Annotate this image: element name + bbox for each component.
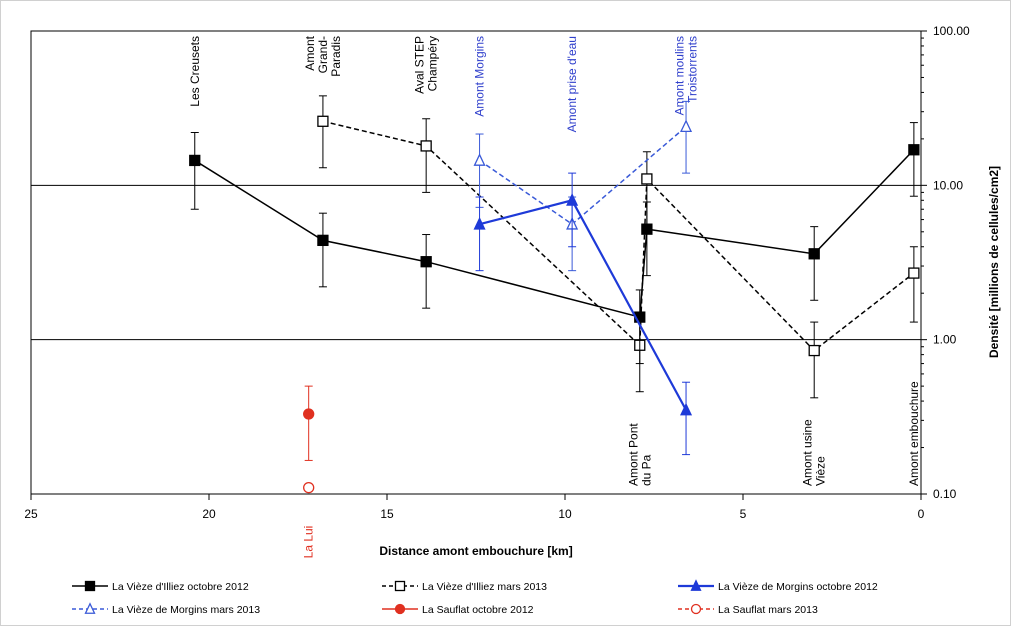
plot-frame [30,30,922,495]
data-point [317,234,329,247]
y-tick-label: 0.10 [933,487,957,501]
site-label: Amont embouchure [907,381,921,486]
site-labels: Les Creusets Amont Grand- Paradis Aval STEP C… [188,35,921,558]
data-point [420,140,432,152]
series-group [473,172,693,456]
x-tick-label: 10 [558,507,572,521]
site-label: Aval STEP [413,36,427,94]
legend-item: La Vièze d'Illiez mars 2013 [382,580,547,593]
data-point [303,408,315,420]
data-point [473,216,486,230]
site-label: du Pa [639,454,653,486]
data-point [690,603,702,615]
site-label: Troistorrents [686,36,700,103]
legend-label: La Vièze de Morgins octobre 2012 [718,581,878,593]
y-tick-label: 100.00 [933,24,970,38]
legend-label: La Vièze de Morgins mars 2013 [112,604,260,616]
y-axis-title: Densité [millions de cellules/cm2] [987,166,1001,358]
series-group [303,481,315,494]
site-label: Amont [303,35,317,70]
data-point [680,119,693,133]
site-label: Amont moulins [673,36,687,115]
x-tick-label: 15 [380,507,394,521]
site-label: Amont Pont [626,423,640,486]
site-label: Amont Morgins [473,36,487,117]
data-point [84,580,96,592]
data-point [394,603,406,615]
data-point [303,481,315,494]
series-group [303,385,315,461]
x-tick-label: 0 [918,507,925,521]
data-point [908,144,920,156]
legend-label: La Vièze d'Illiez octobre 2012 [112,581,249,593]
legend-item: La Vièze de Morgins mars 2013 [72,602,260,616]
site-label: Grand- [316,36,330,73]
legend: La Vièze d'Illiez octobre 2012 La Vièze d… [72,579,878,616]
data-point [641,223,653,235]
data-point [317,115,329,127]
site-label: La Lui [302,526,316,559]
legend-label: La Sauflat octobre 2012 [422,604,534,616]
data-point [690,579,702,591]
gridlines [31,184,921,341]
site-label: Vièze [814,456,828,486]
x-tick-label: 25 [24,507,38,521]
site-label: Champéry [426,36,440,91]
legend-label: La Sauflat mars 2013 [718,604,818,616]
data-point [394,580,406,592]
site-label: Les Creusets [188,36,202,107]
x-tick-label: 20 [202,507,216,521]
site-label: Amont prise d'eau [565,36,579,132]
legend-item: La Sauflat octobre 2012 [382,603,534,616]
data-point [641,173,653,185]
data-point [808,248,820,260]
y-axis: 100.00 10.00 1.00 0.10 [921,24,970,501]
series-group [189,122,920,365]
data-point [420,256,432,268]
legend-item: La Sauflat mars 2013 [678,603,818,616]
data-point [908,267,920,279]
series-line [322,120,915,352]
data-series [189,95,920,494]
site-label: Paradis [329,36,343,77]
site-label: Amont usine [801,419,815,486]
legend-item: La Vièze d'Illiez octobre 2012 [72,580,249,593]
x-axis: 25 20 15 10 5 0 [24,494,925,521]
data-point [808,344,820,357]
legend-item: La Vièze de Morgins octobre 2012 [678,579,878,593]
x-tick-label: 5 [740,507,747,521]
y-tick-label: 10.00 [933,178,963,192]
data-point [84,602,96,614]
legend-label: La Vièze d'Illiez mars 2013 [422,581,547,593]
data-point [473,153,486,166]
y-tick-label: 1.00 [933,333,957,347]
data-point [680,402,693,416]
data-point [189,154,201,167]
data-point [566,193,579,206]
x-axis-title: Distance amont embouchure [km] [379,544,572,558]
